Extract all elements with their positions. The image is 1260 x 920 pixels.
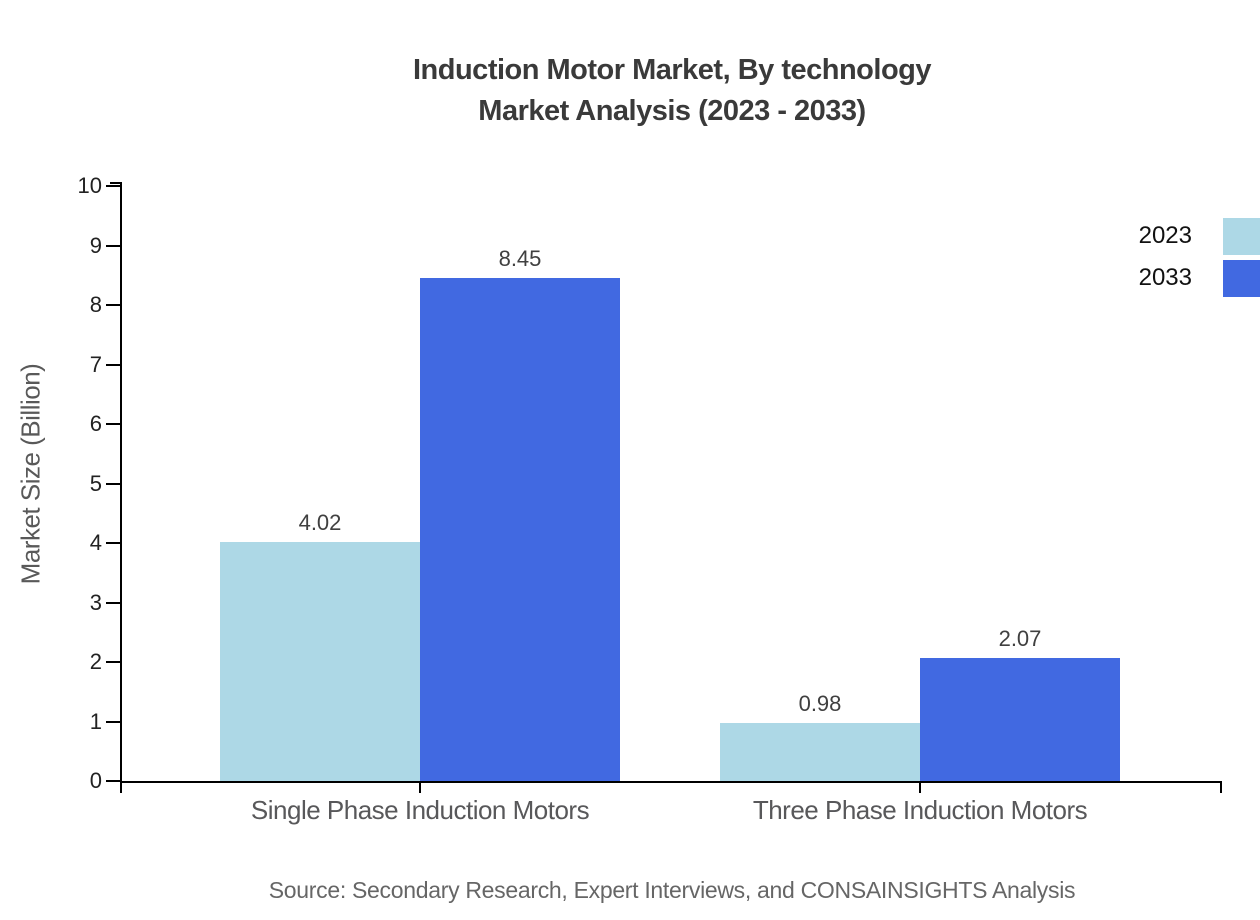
y-axis-tick <box>106 185 120 187</box>
source-note: Source: Secondary Research, Expert Inter… <box>268 877 1076 903</box>
y-axis-tick-label: 7 <box>89 351 102 377</box>
bar-value-label: 2.07 <box>998 626 1042 651</box>
x-axis-tick <box>919 783 921 793</box>
bar-value-label: 0.98 <box>798 691 842 716</box>
bar-value-label: 4.02 <box>298 510 342 535</box>
legend-label-2033: 2033 <box>1138 264 1192 291</box>
y-axis-tick-label: 0 <box>89 768 102 793</box>
bar-2033-1 <box>420 278 620 781</box>
y-axis-tick-label: 8 <box>89 292 102 317</box>
chart-title-line1: Induction Motor Market, By technology <box>412 54 932 86</box>
x-axis-category-label: Single Phase Induction Motors <box>250 795 590 825</box>
y-axis-tick <box>106 780 120 782</box>
y-axis-tick-label: 10 <box>77 173 102 198</box>
y-axis-tick <box>106 720 120 723</box>
y-axis-tick <box>106 542 120 544</box>
y-axis-tick <box>106 363 120 366</box>
y-axis-tick-label: 4 <box>89 530 102 555</box>
bar-2023-2 <box>720 723 920 781</box>
y-axis-tick-label: 3 <box>89 589 102 615</box>
chart-title-line2: Market Analysis (2023 - 2033) <box>478 95 866 127</box>
y-axis-tick <box>106 661 120 663</box>
y-axis-tick-label: 9 <box>89 232 102 258</box>
y-axis-tick <box>106 601 120 604</box>
x-axis-category-label: Three Phase Induction Motors <box>752 795 1088 825</box>
y-axis-tick-label: 6 <box>89 411 102 436</box>
y-axis-line <box>120 182 122 783</box>
legend-swatch-2033 <box>1223 260 1260 297</box>
x-axis-tick <box>419 783 421 793</box>
x-axis-line <box>120 781 1222 783</box>
legend-swatch-2023 <box>1223 218 1260 255</box>
x-axis-start-cap <box>120 781 122 793</box>
bar-2023-1 <box>220 542 420 781</box>
y-axis-tick <box>106 423 120 425</box>
legend-label-2023: 2023 <box>1138 222 1192 249</box>
y-axis-tick <box>106 482 120 485</box>
bar-value-label: 8.45 <box>498 246 542 271</box>
y-axis-tick-label: 1 <box>89 708 102 734</box>
y-axis-tick <box>106 244 120 247</box>
y-axis-tick-label: 2 <box>89 649 102 674</box>
y-axis-tick <box>106 304 120 306</box>
y-axis-tick-label: 5 <box>89 470 102 496</box>
chart-title: Induction Motor Market, By technology Ma… <box>122 50 1222 132</box>
bar-2033-2 <box>920 658 1120 781</box>
y-axis-end-cap <box>110 182 120 184</box>
x-axis-end-cap <box>1220 781 1222 793</box>
